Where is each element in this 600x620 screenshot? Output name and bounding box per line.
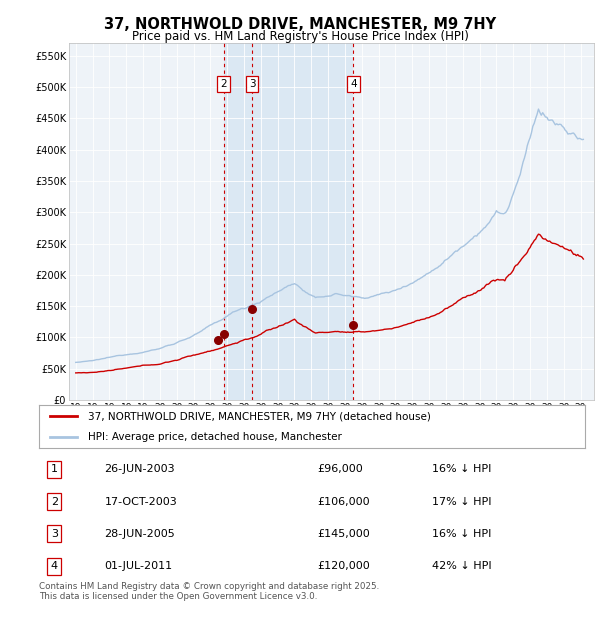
Text: £145,000: £145,000	[317, 529, 370, 539]
Text: 16% ↓ HPI: 16% ↓ HPI	[432, 529, 491, 539]
Text: £106,000: £106,000	[317, 497, 370, 507]
Text: 2: 2	[220, 79, 227, 89]
Text: 4: 4	[350, 79, 356, 89]
Text: 17% ↓ HPI: 17% ↓ HPI	[432, 497, 491, 507]
Text: 28-JUN-2005: 28-JUN-2005	[104, 529, 175, 539]
Text: 16% ↓ HPI: 16% ↓ HPI	[432, 464, 491, 474]
Text: 3: 3	[249, 79, 256, 89]
Text: 17-OCT-2003: 17-OCT-2003	[104, 497, 177, 507]
Text: Price paid vs. HM Land Registry's House Price Index (HPI): Price paid vs. HM Land Registry's House …	[131, 30, 469, 43]
Text: 2: 2	[51, 497, 58, 507]
Bar	[224, 43, 353, 400]
Text: 3: 3	[51, 529, 58, 539]
Text: 01-JUL-2011: 01-JUL-2011	[104, 561, 173, 571]
Text: 37, NORTHWOLD DRIVE, MANCHESTER, M9 7HY: 37, NORTHWOLD DRIVE, MANCHESTER, M9 7HY	[104, 17, 496, 32]
Text: £120,000: £120,000	[317, 561, 370, 571]
Text: 1: 1	[51, 464, 58, 474]
Text: 42% ↓ HPI: 42% ↓ HPI	[432, 561, 492, 571]
Text: £96,000: £96,000	[317, 464, 363, 474]
Text: Contains HM Land Registry data © Crown copyright and database right 2025.
This d: Contains HM Land Registry data © Crown c…	[39, 582, 379, 601]
Text: HPI: Average price, detached house, Manchester: HPI: Average price, detached house, Manc…	[88, 432, 342, 441]
Text: 4: 4	[51, 561, 58, 571]
Text: 37, NORTHWOLD DRIVE, MANCHESTER, M9 7HY (detached house): 37, NORTHWOLD DRIVE, MANCHESTER, M9 7HY …	[88, 412, 431, 422]
Text: 26-JUN-2003: 26-JUN-2003	[104, 464, 175, 474]
